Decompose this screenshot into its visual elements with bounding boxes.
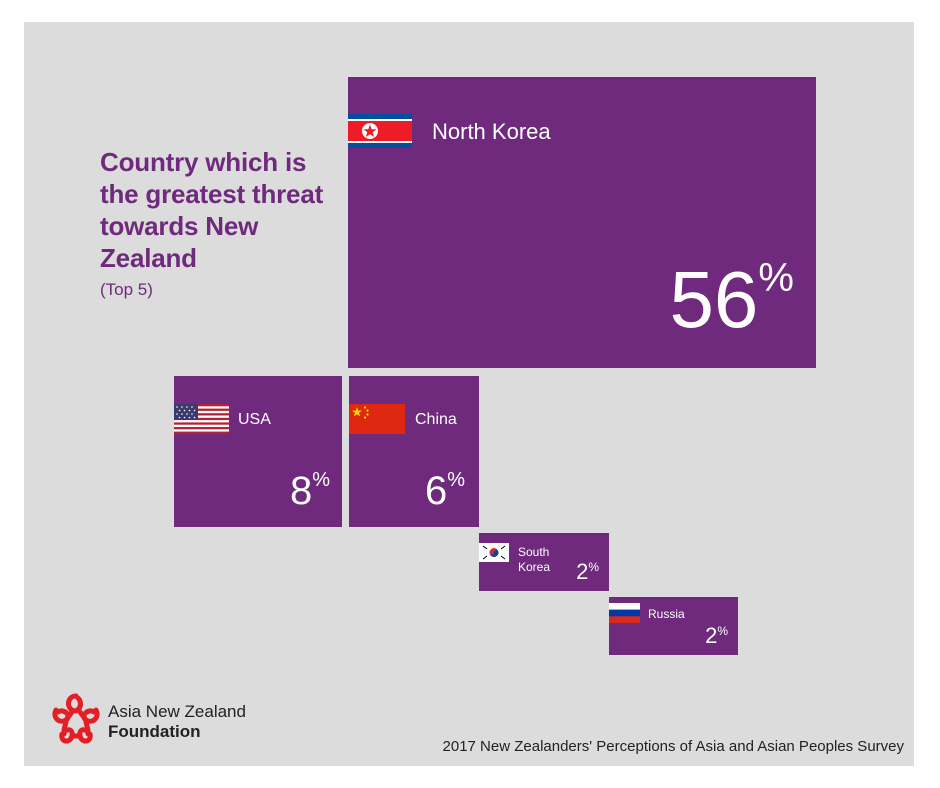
percent-sign: %: [588, 560, 599, 574]
value-number: 6: [424, 469, 448, 513]
tile-label-north-korea: North Korea: [432, 119, 551, 144]
tile-china: China 6%: [349, 376, 479, 527]
china-flag-icon: [349, 404, 405, 434]
tile-label-usa: USA: [238, 411, 271, 428]
value-number: 2: [705, 623, 718, 648]
usa-flag-icon: [174, 404, 229, 434]
tile-value-russia: 2%: [705, 625, 728, 647]
logo-wordmark: Asia New Zealand Foundation: [108, 702, 246, 742]
value-number: 2: [576, 559, 589, 584]
tile-value-north-korea: 56%: [669, 258, 794, 340]
chart-subtitle: (Top 5): [100, 280, 153, 299]
value-number: 56: [669, 255, 759, 344]
tile-label-russia: Russia: [648, 607, 685, 621]
tile-usa: USA 8%: [174, 376, 342, 527]
percent-sign: %: [312, 469, 330, 491]
percent-sign: %: [758, 256, 794, 300]
asia-nz-foundation-logo-icon: [52, 693, 100, 744]
tile-label-line: South: [518, 545, 550, 559]
percent-sign: %: [717, 624, 728, 638]
tile-value-china: 6%: [424, 469, 465, 513]
south-korea-flag-icon: [479, 543, 509, 562]
tile-value-south-korea: 2%: [576, 561, 599, 583]
logo-line-1: Asia New Zealand: [108, 702, 246, 721]
tile-russia: Russia 2%: [609, 597, 738, 655]
tile-label-line: Korea: [518, 560, 551, 574]
title-block: Country which is the greatest threat tow…: [100, 146, 330, 300]
value-number: 8: [289, 469, 313, 513]
chart-title: Country which is the greatest threat tow…: [100, 147, 324, 273]
tile-north-korea: North Korea 56%: [348, 77, 816, 368]
tile-label-south-korea: South Korea: [518, 545, 550, 575]
logo-line-2: Foundation: [108, 722, 201, 741]
russia-flag-icon: [609, 603, 640, 623]
tile-south-korea: South Korea 2%: [479, 533, 609, 591]
tile-value-usa: 8%: [289, 469, 330, 513]
tile-label-china: China: [415, 411, 457, 428]
north-korea-flag-icon: [348, 114, 412, 148]
source-note: 2017 New Zealanders' Perceptions of Asia…: [442, 738, 904, 755]
percent-sign: %: [447, 469, 465, 491]
